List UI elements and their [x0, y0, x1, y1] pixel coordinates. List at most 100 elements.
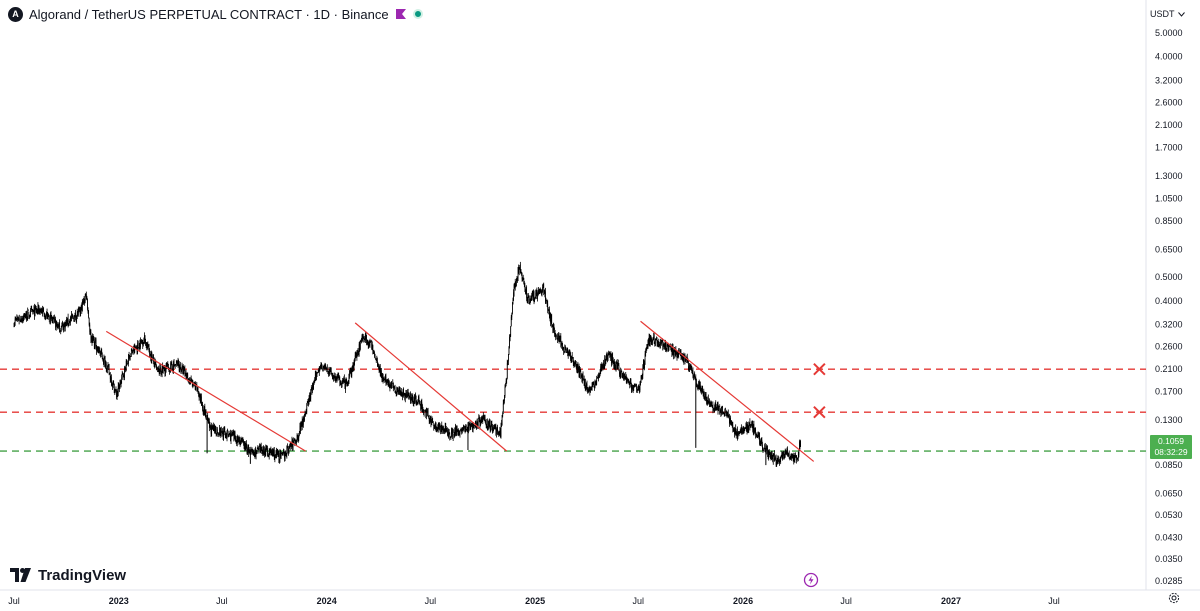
candle-body [754, 430, 755, 432]
candle-body [98, 347, 100, 352]
candle-body [637, 388, 639, 391]
candle-body [539, 291, 541, 293]
candle-body [508, 354, 509, 362]
candle-body [639, 387, 640, 391]
candle-body [769, 452, 771, 457]
x-marker [813, 362, 826, 376]
candle-body [188, 378, 190, 382]
candle-body [782, 452, 783, 459]
candle-body [34, 307, 35, 317]
candle-body [295, 440, 296, 444]
candle-body [171, 361, 173, 367]
candle-body [640, 380, 641, 385]
candle-body [480, 419, 481, 426]
candle-body [577, 365, 579, 370]
time-axis[interactable]: Jul 2023 Jul 2024 Jul 2025 Jul 2026 Jul 2027 Jul [8, 596, 1060, 606]
candle-body [370, 341, 372, 342]
candle-body [662, 340, 664, 347]
candle-body [303, 417, 305, 420]
candle-body [213, 425, 215, 431]
candle-body [538, 289, 539, 294]
candle-body [463, 428, 464, 431]
candle-body [149, 354, 151, 356]
candle-body [558, 334, 559, 339]
candle-body [202, 407, 204, 413]
candle-body [337, 376, 338, 378]
candle-body [230, 432, 231, 441]
currency-select[interactable]: USDT [1150, 6, 1185, 22]
candle-body [562, 342, 563, 350]
candle-body [383, 378, 385, 381]
market-status-icon[interactable] [412, 9, 423, 19]
candle-body [363, 336, 365, 340]
candle-body [771, 452, 772, 459]
candle-body [793, 456, 795, 461]
candle-body [281, 452, 283, 454]
candle-body [252, 450, 254, 453]
candle-body [515, 281, 517, 286]
candle-body [421, 402, 423, 406]
symbol-logo[interactable]: A [8, 6, 23, 22]
candle-body [243, 440, 244, 444]
candle-body [40, 308, 42, 312]
candle-body [223, 428, 225, 430]
candle-body [263, 446, 264, 454]
candle-body [748, 422, 750, 425]
candle-body [109, 373, 111, 374]
candle-body [41, 309, 43, 314]
candle-body [736, 429, 738, 433]
flag-icon[interactable] [395, 8, 407, 20]
candle-body [534, 297, 536, 299]
candle-body [759, 435, 760, 445]
candle-body [377, 363, 379, 366]
candle-body [374, 353, 375, 357]
candle-body [510, 316, 512, 327]
lightning-icon[interactable] [803, 572, 819, 588]
candle-body [42, 308, 44, 311]
candle-body [113, 382, 115, 384]
candle-body [389, 382, 390, 385]
candle-body [766, 447, 768, 449]
candle-body [138, 343, 140, 350]
candle-body [247, 446, 249, 453]
candle-body [599, 372, 601, 375]
candle-body [255, 448, 256, 457]
candle-body [52, 319, 54, 321]
candle-body [33, 310, 34, 312]
candle-body [182, 366, 184, 375]
candle-body [73, 318, 75, 322]
candle-body [226, 433, 227, 438]
tradingview-logo[interactable]: TradingView [10, 566, 126, 584]
candle-body [497, 431, 499, 434]
price-axis-label: 0.5000 [1155, 272, 1183, 282]
candle-body [404, 395, 406, 399]
price-axis[interactable]: 5.0000 4.0000 3.2000 2.6000 2.1000 1.7000 1.30… [1155, 28, 1183, 586]
candle-body [385, 377, 386, 381]
candle-body [172, 370, 174, 371]
candle-body [498, 432, 500, 436]
candle-body [214, 428, 216, 432]
candle-body [527, 296, 529, 302]
candle-body [776, 460, 778, 462]
candle-body [586, 384, 588, 389]
plot-area[interactable] [0, 0, 1200, 591]
candle-body [706, 402, 708, 404]
candle-body [80, 305, 82, 310]
candle-body [683, 355, 685, 362]
candle-body [345, 379, 347, 384]
settings-icon[interactable] [1168, 592, 1180, 604]
candle-body [619, 373, 621, 376]
candle-body [220, 428, 222, 436]
candle-body [747, 428, 749, 430]
candle-body [125, 361, 127, 371]
candle-body [403, 388, 404, 395]
candle-body [128, 353, 130, 356]
candle-body [770, 455, 772, 460]
candle-body [495, 425, 497, 434]
candle-body [522, 278, 523, 280]
candle-body [532, 293, 534, 297]
candle-body [181, 366, 183, 371]
candle-body [206, 418, 207, 420]
symbol-title[interactable]: Algorand / TetherUS PERPETUAL CONTRACT ·… [29, 6, 389, 22]
